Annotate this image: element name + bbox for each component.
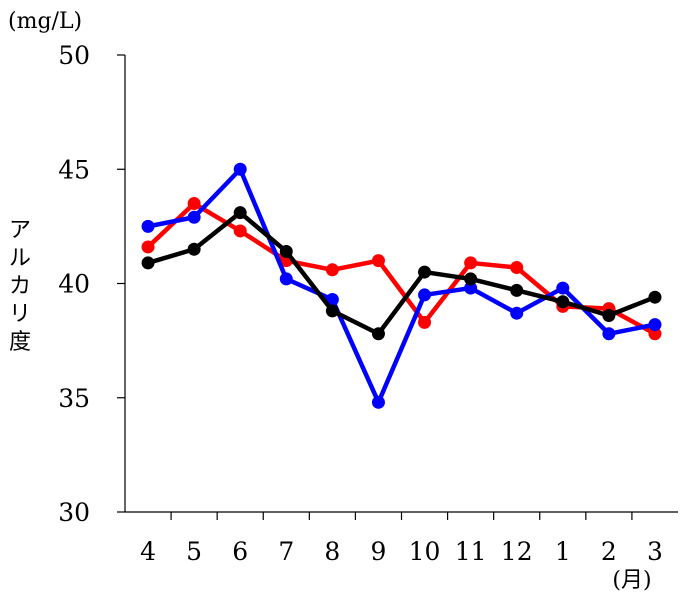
y-tick-label: 45 [58, 155, 90, 184]
x-tick-label: 7 [278, 537, 294, 566]
axes [124, 55, 678, 513]
data-point [141, 219, 155, 233]
data-point [325, 304, 339, 318]
y-axis-label-char: ル [9, 246, 31, 271]
data-point [233, 206, 247, 220]
y-axis-label-char: 度 [9, 330, 31, 355]
data-point [418, 288, 432, 302]
data-point [648, 290, 662, 304]
x-tick-label: 1 [555, 537, 571, 566]
data-point [510, 306, 524, 320]
data-point [556, 281, 570, 295]
series-line [147, 167, 656, 405]
x-ticks: 4 5 6 7 8 9 10 11 12 1 2 3 [140, 512, 663, 566]
x-tick-label: 6 [232, 537, 248, 566]
data-point [279, 245, 293, 259]
data-point [464, 256, 478, 270]
y-axis-label-char: リ [9, 302, 31, 327]
x-tick-label: 10 [409, 537, 441, 566]
data-point [325, 263, 339, 277]
y-axis-label-char: カ [9, 274, 31, 299]
x-tick-label: 9 [371, 537, 387, 566]
series-1 [141, 197, 662, 341]
x-tick-label: 5 [186, 537, 202, 566]
series-2 [141, 162, 662, 409]
data-point [187, 242, 201, 256]
data-point [418, 265, 432, 279]
y-tick-label: 40 [58, 270, 90, 299]
data-point [371, 327, 385, 341]
data-point [325, 292, 339, 306]
data-point [648, 318, 662, 332]
x-tick-label: 4 [140, 537, 156, 566]
x-tick-label: 3 [647, 537, 663, 566]
series-line [147, 210, 656, 337]
y-tick-label: 30 [58, 498, 90, 527]
x-unit-label: (月) [612, 568, 651, 593]
data-point [371, 254, 385, 268]
y-tick-label: 35 [58, 384, 90, 413]
data-point [141, 240, 155, 254]
series-3 [141, 206, 662, 341]
data-point [464, 272, 478, 286]
y-ticks: 30 35 40 45 50 [58, 41, 125, 527]
series-layer [141, 162, 662, 409]
data-point [187, 210, 201, 224]
data-point [510, 261, 524, 275]
data-point [141, 256, 155, 270]
x-tick-label: 11 [455, 537, 487, 566]
data-point [510, 283, 524, 297]
y-tick-label: 50 [58, 41, 90, 70]
data-point [233, 224, 247, 238]
series-line [146, 201, 657, 336]
x-tick-label: 12 [501, 537, 533, 566]
data-point [556, 295, 570, 309]
y-axis-label-char: ア [9, 218, 31, 243]
data-point [602, 327, 616, 341]
data-point [418, 315, 432, 329]
data-point [187, 197, 201, 211]
x-tick-label: 8 [324, 537, 340, 566]
y-unit-label: (mg/L) [8, 9, 82, 34]
data-point [464, 281, 478, 295]
data-point [648, 327, 662, 341]
data-point [371, 395, 385, 409]
data-point [233, 162, 247, 176]
x-tick-label: 2 [601, 537, 617, 566]
data-point [602, 308, 616, 322]
data-point [279, 272, 293, 286]
